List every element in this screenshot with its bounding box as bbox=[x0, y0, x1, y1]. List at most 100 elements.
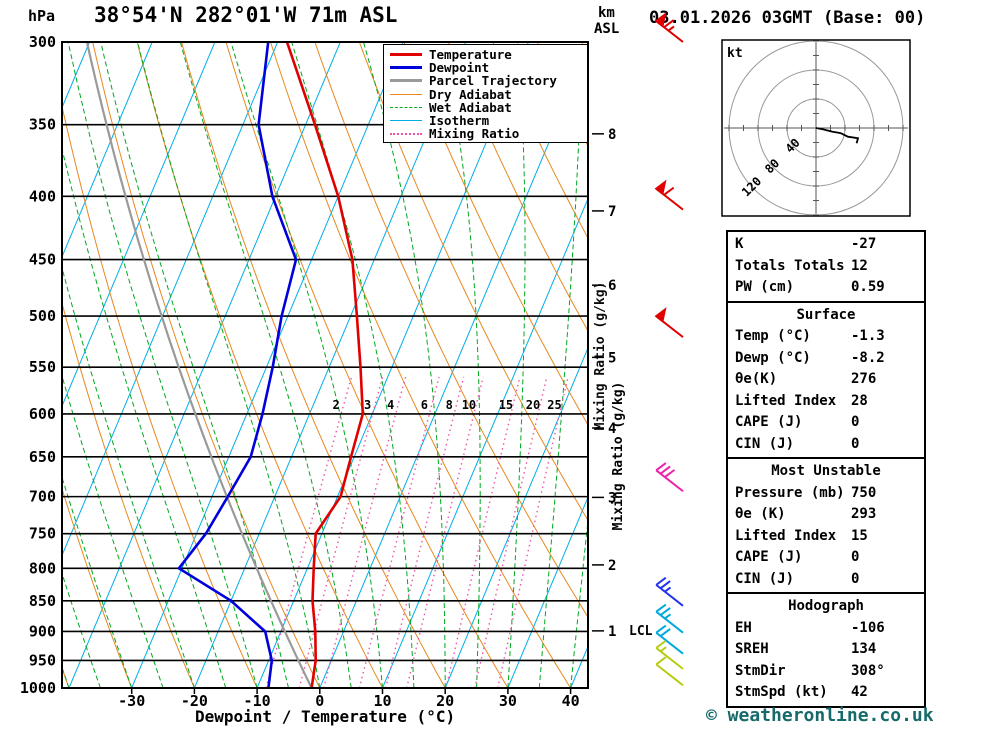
stat-label: Temp (°C) bbox=[735, 328, 811, 344]
stat-row: Lifted Index 15 bbox=[735, 526, 917, 548]
stat-label: EH bbox=[735, 619, 752, 636]
stat-label: Dewp (°C) bbox=[735, 349, 811, 366]
stat-row: Lifted Index 28 bbox=[735, 391, 917, 413]
pressure-tick-label: 850 bbox=[29, 592, 56, 610]
stat-value: 0 bbox=[851, 435, 860, 452]
parcel-trajectory-legend-line bbox=[390, 79, 422, 83]
mixing-ratio-axis-label-pink: Mixing Ratio (g/kg) bbox=[593, 282, 608, 431]
stat-row: θe (K) 293 bbox=[735, 504, 917, 526]
temp-tick-label: 20 bbox=[436, 692, 454, 710]
km-tick-label: 2 bbox=[608, 558, 616, 574]
stat-value: -8.2 bbox=[851, 349, 885, 366]
wind-barb bbox=[655, 624, 684, 655]
legend-item: Wet Adiabat bbox=[384, 101, 587, 114]
legend-label: Dry Adiabat bbox=[429, 86, 512, 102]
stat-value: 0 bbox=[851, 549, 860, 565]
stat-label: Totals Totals bbox=[735, 257, 845, 274]
legend-label: Dewpoint bbox=[429, 60, 490, 76]
stat-row: Temp (°C) -1.3 bbox=[735, 326, 917, 348]
temp-tick-label: 10 bbox=[373, 692, 391, 710]
panel-section: Surface Temp (°C) -1.3 Dewp (°C) -8.2 θe(K) 27… bbox=[726, 300, 926, 459]
mixing-ratio-value-label: 2 bbox=[333, 398, 340, 412]
stat-value: -27 bbox=[851, 236, 877, 252]
legend-item: Mixing Ratio bbox=[384, 127, 587, 140]
mixing-ratio-value-label: 8 bbox=[446, 398, 453, 412]
dewpoint-legend-line bbox=[390, 66, 422, 70]
km-tick-label: 5 bbox=[608, 350, 616, 366]
pressure-tick-label: 500 bbox=[29, 307, 56, 325]
pressure-tick-label: 700 bbox=[29, 488, 56, 506]
legend-item: Dewpoint bbox=[384, 61, 587, 74]
stat-row: Dewp (°C) -8.2 bbox=[735, 348, 917, 370]
pressure-tick-label: 950 bbox=[29, 651, 56, 669]
stat-label: CIN (J) bbox=[735, 570, 795, 587]
x-axis-title: Dewpoint / Temperature (°C) bbox=[195, 707, 456, 726]
pressure-tick-label: 400 bbox=[29, 187, 56, 205]
legend-label: Wet Adiabat bbox=[429, 99, 512, 115]
mixing-ratio-value-label: 25 bbox=[547, 398, 561, 412]
stat-value: 42 bbox=[851, 684, 868, 700]
stat-label: CIN (J) bbox=[735, 435, 795, 452]
stat-label: CAPE (J) bbox=[735, 414, 803, 430]
km-axis: 8 7 6 5 4 3 2 1 LCL bbox=[592, 127, 653, 640]
station-title: 38°54'N 282°01'W 71m ASL bbox=[94, 3, 398, 27]
stat-label: θe(K) bbox=[735, 371, 778, 387]
stat-label: Lifted Index bbox=[735, 392, 837, 409]
wind-barb bbox=[654, 307, 684, 338]
run-title: 03.01.2026 03GMT (Base: 00) bbox=[649, 8, 926, 28]
stat-row: CIN (J) 0 bbox=[735, 434, 917, 456]
section-header: Hodograph bbox=[788, 598, 864, 614]
stat-value: 308° bbox=[851, 662, 885, 679]
panel-section: Most Unstable Pressure (mb) 750 θe (K) 293 Li… bbox=[726, 457, 926, 594]
asl-label: ASL bbox=[594, 21, 620, 37]
pressure-tick-label: 550 bbox=[29, 358, 56, 376]
wind-barb bbox=[654, 179, 684, 211]
wind-barb bbox=[655, 639, 684, 670]
mixing-ratio-value-label: 3 bbox=[364, 398, 371, 412]
hodo-unit-label: kt bbox=[727, 46, 743, 61]
pressure-tick-label: 800 bbox=[29, 559, 56, 577]
section-header: Surface bbox=[796, 306, 856, 323]
temp-tick-label: -10 bbox=[244, 692, 271, 710]
wind-barb bbox=[654, 12, 684, 43]
temp-axis: -30 -20 -10 0 10 20 30 40 bbox=[118, 688, 580, 710]
pressure-tick-label: 650 bbox=[29, 448, 56, 466]
indices-panel: K -27 Totals Totals 12 PW (cm) 0.59 Surface Tem… bbox=[726, 230, 926, 708]
wind-barb bbox=[655, 576, 684, 607]
pressure-grid: 300 350 400 450 500 550 600 650 700 750 800 850 900 9… bbox=[20, 33, 588, 697]
stat-label: SREH bbox=[735, 641, 769, 657]
temp-tick-label: 30 bbox=[499, 692, 517, 710]
legend-label: Parcel Trajectory bbox=[429, 73, 557, 89]
copyright: © weatheronline.co.uk bbox=[706, 705, 934, 726]
wet-adiabat-legend-line bbox=[390, 106, 422, 108]
temperature-legend-line bbox=[390, 53, 422, 57]
parcel-trace bbox=[85, 42, 313, 688]
legend-item: Dry Adiabat bbox=[384, 88, 587, 101]
mixing-ratio-legend-line bbox=[390, 132, 422, 135]
stat-label: K bbox=[735, 236, 744, 252]
stat-value: 15 bbox=[851, 527, 868, 544]
stat-row: θe(K) 276 bbox=[735, 369, 917, 391]
temp-tick-label: -30 bbox=[118, 692, 145, 710]
hodograph-trace bbox=[815, 127, 860, 144]
panel-section: Hodograph EH -106 SREH 134 StmDir 308° StmSpd (… bbox=[726, 592, 926, 708]
stat-value: 0 bbox=[851, 414, 860, 430]
mixing-ratio-lines bbox=[265, 376, 569, 688]
wind-barb bbox=[655, 603, 684, 634]
chart-legend: Temperature Dewpoint Parcel Trajectory Dry … bbox=[383, 44, 588, 144]
km-tick-label: 6 bbox=[608, 278, 616, 294]
wind-barb bbox=[655, 656, 684, 687]
legend-item: Isotherm bbox=[384, 114, 587, 127]
pressure-tick-label: 1000 bbox=[20, 679, 56, 697]
stat-row: CAPE (J) 0 bbox=[735, 412, 917, 434]
stat-value: 750 bbox=[851, 484, 877, 501]
dry-adiabat-legend-line bbox=[390, 93, 422, 95]
km-unit-label: km bbox=[598, 5, 615, 21]
stat-value: 293 bbox=[851, 506, 877, 522]
mixing-ratio-value-label: 10 bbox=[462, 398, 476, 412]
stat-value: 0 bbox=[851, 570, 860, 587]
stat-label: CAPE (J) bbox=[735, 549, 803, 565]
stat-row: StmDir 308° bbox=[735, 661, 917, 683]
